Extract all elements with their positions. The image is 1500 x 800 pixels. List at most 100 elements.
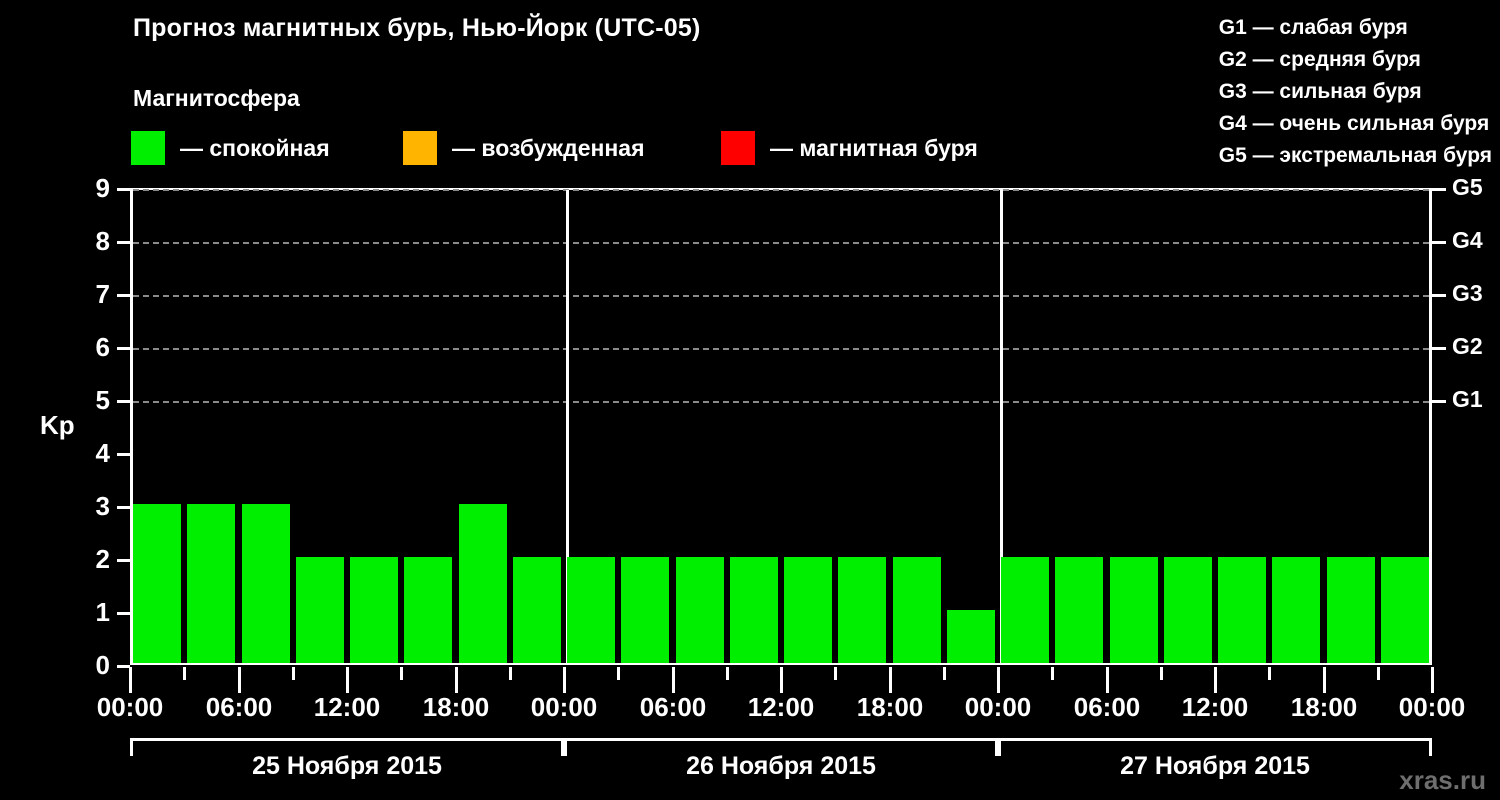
x-tick-label: 12:00 [1181, 692, 1249, 722]
g-legend-row-5: G5 — экстремальная буря [1218, 144, 1492, 167]
x-tick-major [563, 667, 566, 693]
x-tick-minor [1051, 667, 1054, 680]
bar [404, 557, 452, 663]
y-tick-label: 8 [95, 226, 110, 256]
x-tick-label: 18:00 [422, 692, 490, 722]
bar [1272, 557, 1320, 663]
g-tick-mark [1432, 347, 1446, 350]
date-label: 26 Ноября 2015 [686, 752, 876, 780]
y-tick-mark [117, 347, 130, 350]
bar [187, 504, 235, 663]
bar [838, 557, 886, 663]
g-legend-row-4: G4 — очень сильная буря [1218, 112, 1490, 135]
x-tick-major [346, 667, 349, 693]
y-tick-mark [117, 506, 130, 509]
y-tick-label: 6 [95, 332, 110, 362]
x-tick-major [129, 667, 132, 693]
bar [1164, 557, 1212, 663]
x-tick-label: 00:00 [964, 692, 1032, 722]
x-tick-major [1323, 667, 1326, 693]
bar [296, 557, 344, 663]
date-label: 27 Ноября 2015 [1120, 752, 1310, 780]
x-tick-label: 18:00 [856, 692, 924, 722]
x-tick-minor [1377, 667, 1380, 680]
x-tick-major [780, 667, 783, 693]
bar [621, 557, 669, 663]
x-tick-label: 12:00 [313, 692, 381, 722]
x-tick-minor [834, 667, 837, 680]
watermark: xras.ru [1399, 765, 1486, 795]
g-tick-mark [1432, 188, 1446, 191]
g-scale-legend: G1 — слабая буря G2 — средняя буря G3 — си… [1219, 12, 1492, 172]
x-tick-major [455, 667, 458, 693]
bar [1218, 557, 1266, 663]
y-axis-title: Kp [40, 410, 75, 440]
gridline [133, 348, 1429, 350]
x-tick-major [672, 667, 675, 693]
x-tick-major [1214, 667, 1217, 693]
y-tick-label: 5 [95, 385, 110, 415]
legend-swatch-icon [403, 131, 437, 165]
y-tick-mark [117, 241, 130, 244]
x-tick-minor [400, 667, 403, 680]
date-bracket [998, 738, 1432, 756]
g-legend-row-3: G3 — сильная буря [1218, 80, 1422, 103]
bar [567, 557, 615, 663]
y-tick-mark [117, 453, 130, 456]
magnetosphere-heading: Магнитосфера [133, 85, 300, 111]
date-bracket [564, 738, 998, 756]
x-tick-minor [943, 667, 946, 680]
day-separator [566, 190, 569, 663]
x-tick-major [997, 667, 1000, 693]
x-tick-major [238, 667, 241, 693]
date-bracket [130, 738, 564, 756]
day-separator [1000, 190, 1003, 663]
g-tick-mark [1432, 241, 1446, 244]
y-tick-mark [117, 612, 130, 615]
page-title: Прогноз магнитных бурь, Нью-Йорк (UTC-05… [133, 14, 701, 42]
g-tick-label: G3 [1452, 280, 1483, 306]
legend-item-3: — магнитная буря [721, 131, 978, 165]
y-tick-label: 9 [95, 173, 110, 203]
g-tick-mark [1432, 400, 1446, 403]
x-tick-major [1106, 667, 1109, 693]
x-tick-minor [509, 667, 512, 680]
legend-label: — возбужденная [452, 134, 645, 161]
legend-label: — магнитная буря [770, 134, 978, 161]
bar [133, 504, 181, 663]
x-tick-minor [183, 667, 186, 680]
chart-plot-area [130, 188, 1432, 665]
bar [730, 557, 778, 663]
legend-swatch-icon [721, 131, 755, 165]
y-tick-mark [117, 665, 130, 668]
legend-label: — спокойная [180, 134, 330, 161]
gridline [133, 242, 1429, 244]
x-tick-label: 00:00 [96, 692, 164, 722]
y-tick-label: 1 [95, 597, 110, 627]
bar [1110, 557, 1158, 663]
bar [1381, 557, 1429, 663]
legend-swatch-icon [131, 131, 165, 165]
bar [784, 557, 832, 663]
g-legend-row-1: G1 — слабая буря [1218, 16, 1408, 39]
y-tick-label: 3 [95, 491, 110, 521]
x-tick-label: 12:00 [747, 692, 815, 722]
g-legend-row-2: G2 — средняя буря [1218, 48, 1421, 71]
bar-series [133, 190, 1429, 663]
bar [242, 504, 290, 663]
gridline [133, 189, 1429, 191]
x-tick-minor [617, 667, 620, 680]
g-tick-label: G4 [1452, 227, 1483, 253]
x-tick-label: 06:00 [639, 692, 707, 722]
x-tick-minor [1160, 667, 1163, 680]
x-tick-label: 18:00 [1290, 692, 1358, 722]
gridline [133, 401, 1429, 403]
y-tick-mark [117, 294, 130, 297]
y-tick-mark [117, 559, 130, 562]
bar [1327, 557, 1375, 663]
g-tick-label: G2 [1452, 333, 1483, 359]
date-label: 25 Ноября 2015 [252, 752, 442, 780]
bar [947, 610, 995, 663]
bar [893, 557, 941, 663]
x-tick-label: 06:00 [205, 692, 273, 722]
